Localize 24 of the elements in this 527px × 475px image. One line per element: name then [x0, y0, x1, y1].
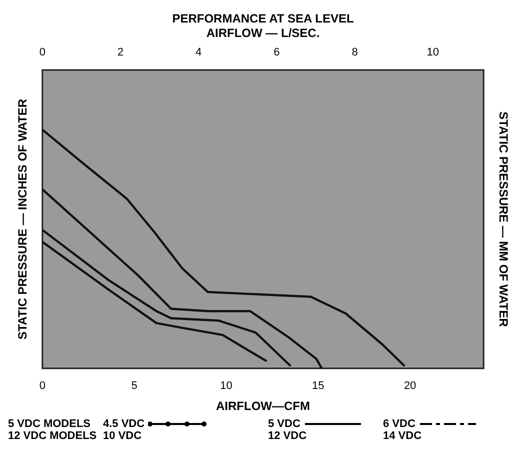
x-axis-title: AIRFLOW—CFM: [216, 399, 310, 414]
x2-tick-label: 6: [274, 46, 280, 58]
x-tick-label: 0: [39, 380, 46, 392]
x2-tick-label: 0: [39, 46, 46, 58]
x2-axis-title: AIRFLOW — L/SEC.: [206, 26, 320, 40]
text: 6 VDC: [383, 418, 416, 430]
text: 5 VDC: [268, 418, 302, 430]
text: 5 VDC MODELS: [8, 418, 92, 430]
text: 10 VDC: [103, 430, 143, 442]
x2-tick-label: 10: [426, 46, 439, 58]
chart-title: PERFORMANCE AT SEA LEVEL: [172, 12, 354, 26]
x-tick-label: 15: [312, 380, 324, 392]
x2-tick-label: 4: [196, 46, 202, 58]
text: 4.5 VDC: [103, 418, 146, 430]
x2-tick-label: 2: [117, 46, 124, 58]
x-tick-label: 20: [404, 380, 416, 392]
x-tick-label: 10: [220, 380, 232, 392]
text: 12 VDC: [268, 430, 308, 442]
text: 14 VDC: [383, 430, 423, 442]
text: 12 VDC MODELS: [8, 430, 98, 442]
x2-tick-label: 8: [352, 46, 358, 58]
y-axis-title: STATIC PRESSURE — INCHES OF WATER: [16, 98, 30, 340]
y2-axis-title: STATIC PRESSURE — MM OF WATER: [496, 112, 510, 328]
x-tick-label: 5: [131, 380, 138, 392]
